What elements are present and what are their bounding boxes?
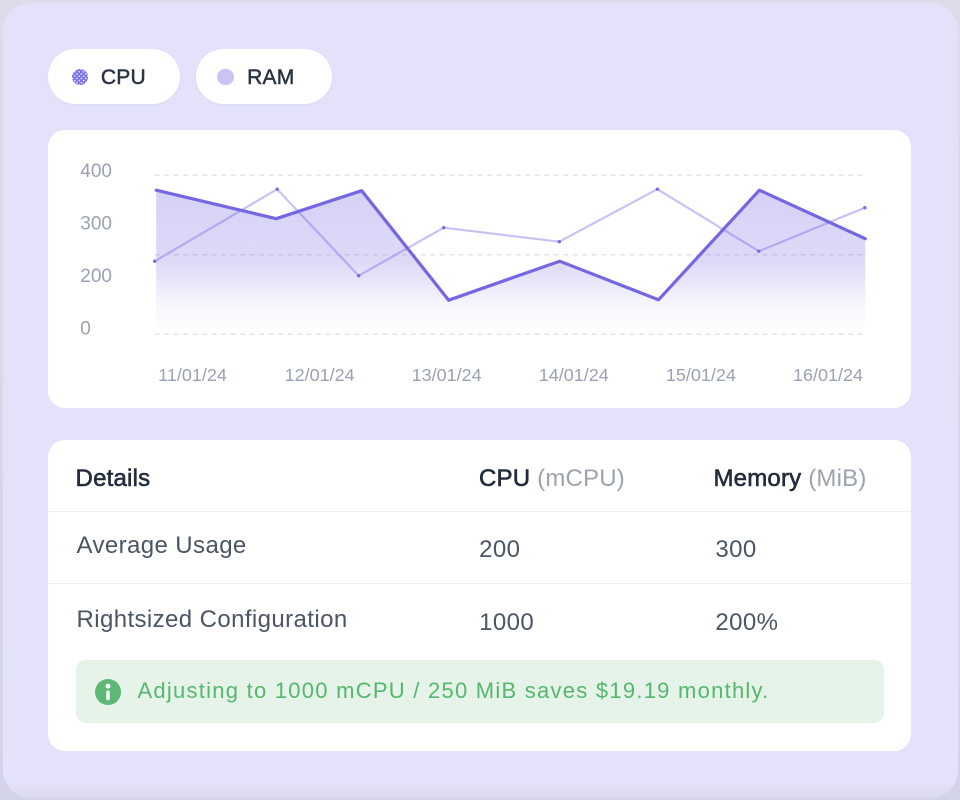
svg-text:15/01/24: 15/01/24 (666, 365, 736, 385)
svg-text:11/01/24: 11/01/24 (158, 365, 227, 385)
svg-text:400: 400 (81, 161, 113, 182)
svg-text:16/01/24: 16/01/24 (793, 365, 863, 385)
svg-text:300: 300 (81, 213, 113, 234)
svg-text:13/01/24: 13/01/24 (412, 365, 482, 385)
svg-text:0: 0 (81, 318, 92, 339)
svg-text:200: 200 (81, 266, 113, 287)
svg-text:14/01/24: 14/01/24 (539, 365, 609, 385)
svg-text:12/01/24: 12/01/24 (285, 365, 355, 385)
